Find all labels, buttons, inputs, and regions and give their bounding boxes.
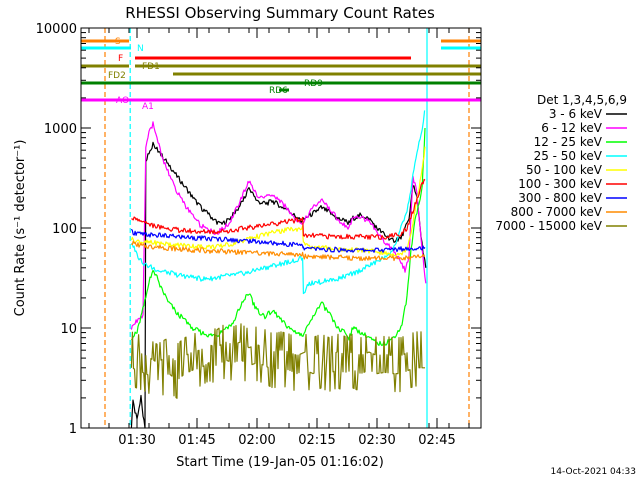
y-tick-label-1: 10 (60, 322, 77, 337)
legend-label-5: 100 - 300 keV (518, 177, 602, 191)
y-tick-label-2: 100 (52, 222, 77, 237)
flag-bars: S N F FD1 FD2 RD6 RD9 AO A1 (81, 37, 481, 112)
generated-date: 14-Oct-2021 04:33 (551, 467, 636, 477)
x-tick-label-3: 02:15 (298, 433, 335, 448)
flag-label-f: F (118, 54, 123, 64)
legend-label-8: 7000 - 15000 keV (495, 219, 602, 233)
axes: 1 10 100 1000 10000 01:30 01:45 02:00 02:15 02:30… (36, 22, 482, 448)
series-1 (130, 121, 427, 330)
series-lines (130, 110, 427, 429)
flag-label-s: S (115, 37, 121, 47)
x-tick-label-2: 02:00 (238, 433, 275, 448)
y-tick-label-4: 10000 (36, 22, 77, 37)
legend-label-2: 12 - 25 keV (534, 135, 603, 149)
legend-label-4: 50 - 100 keV (526, 163, 603, 177)
x-tick-label-1: 01:45 (178, 433, 215, 448)
flag-label-fd2: FD2 (108, 71, 126, 81)
series-7 (131, 240, 426, 262)
legend-label-1: 6 - 12 keV (541, 121, 603, 135)
legend-label-6: 300 - 800 keV (518, 191, 602, 205)
chart-title: RHESSI Observing Summary Count Rates (125, 4, 435, 22)
series-3 (130, 110, 426, 295)
series-5 (131, 178, 426, 240)
mode-change-lines (104, 28, 470, 428)
legend-label-3: 25 - 50 keV (534, 149, 603, 163)
legend-label-7: 800 - 7000 keV (511, 205, 603, 219)
x-tick-label-5: 02:45 (418, 433, 455, 448)
x-tick-label-4: 02:30 (358, 433, 395, 448)
series-4 (130, 146, 426, 257)
y-tick-label-3: 1000 (44, 122, 77, 137)
flag-label-ao: AO (116, 96, 129, 106)
y-axis-label: Count Rate (s⁻¹ detector⁻¹) (13, 140, 28, 317)
y-tick-label-0: 1 (69, 422, 77, 437)
series-0 (130, 141, 427, 429)
series-6 (130, 228, 426, 253)
legend-label-0: 3 - 6 keV (549, 107, 603, 121)
flag-label-a1: A1 (142, 102, 154, 112)
legend-title: Det 1,3,4,5,6,9 (537, 93, 627, 107)
x-axis-label: Start Time (19-Jan-05 01:16:02) (176, 455, 384, 470)
flag-label-rd9: RD9 (304, 79, 323, 89)
x-tick-label-0: 01:30 (118, 433, 155, 448)
series-8 (130, 323, 425, 399)
flag-label-rd6: RD6 (269, 86, 288, 96)
flag-label-n: N (137, 44, 144, 54)
flag-label-fd1: FD1 (142, 62, 160, 72)
